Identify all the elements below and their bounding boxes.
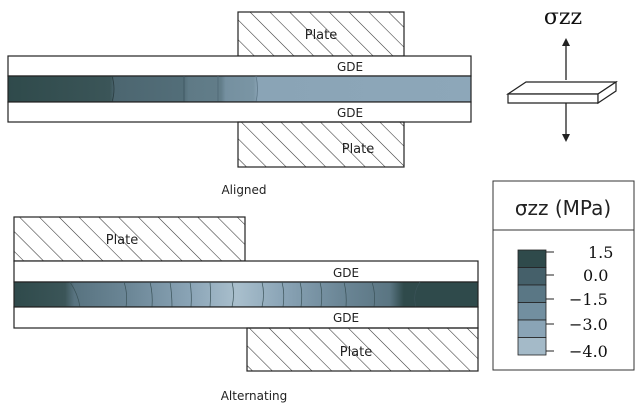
up-arrow-icon (562, 38, 570, 46)
legend-color-bar (517, 249, 547, 356)
alternating-plate-bottom (246, 327, 479, 372)
alternating-gde-bottom (13, 306, 479, 329)
plate-sketch-side (597, 80, 617, 105)
legend-swatch (517, 337, 547, 356)
legend-tick-label-4: −4.0 (569, 342, 608, 361)
sketch-sigma-label: σzz (544, 5, 582, 30)
aligned-caption: Aligned (221, 183, 266, 197)
stress-sketch: σzz (506, 5, 618, 142)
down-arrow-icon (562, 134, 570, 142)
aligned-gde-top (7, 55, 472, 77)
aligned-contour-1 (111, 75, 115, 103)
stress-legend: σzz (MPa) 1.5 0.0 −1.5 −3.0 −4.0 (492, 180, 635, 371)
legend-swatch (517, 319, 547, 338)
legend-swatch (517, 249, 547, 268)
legend-box (492, 180, 635, 371)
aligned-gde-top-label: GDE (337, 60, 363, 74)
legend-swatch (517, 284, 547, 303)
legend-tick-label-2: −1.5 (569, 290, 608, 309)
legend-tick-label-0: 1.5 (588, 243, 613, 262)
alternating-gde-bottom-label: GDE (333, 311, 359, 325)
alternating-contours (69, 281, 421, 308)
legend-tick-label-1: 0.0 (583, 266, 608, 285)
legend-tick-label-3: −3.0 (569, 315, 608, 334)
aligned-assembly: Plate GDE GDE Plate Aligned (7, 11, 472, 197)
alternating-gde-top-label: GDE (333, 266, 359, 280)
alternating-gde-top (13, 260, 479, 283)
aligned-contour-4 (255, 75, 258, 103)
alternating-plate-top-label: Plate (106, 233, 139, 248)
aligned-plate-top (237, 11, 405, 57)
legend-ticks (546, 251, 554, 352)
alternating-caption: Alternating (221, 389, 288, 403)
legend-swatch (517, 302, 547, 321)
aligned-plate-bottom-label: Plate (342, 142, 375, 157)
aligned-plate-bottom (237, 121, 405, 168)
aligned-membrane (7, 75, 472, 103)
legend-swatch (517, 267, 547, 286)
alternating-assembly: Plate GDE GDE Plate Alternating (13, 216, 479, 403)
legend-title: σzz (MPa) (515, 196, 611, 220)
aligned-gde-bottom-label: GDE (337, 106, 363, 120)
alternating-membrane (13, 281, 479, 308)
alternating-plate-bottom-label: Plate (340, 345, 373, 360)
aligned-plate-top-label: Plate (305, 28, 338, 43)
plate-sketch-front (507, 93, 599, 104)
aligned-gde-bottom (7, 101, 472, 123)
